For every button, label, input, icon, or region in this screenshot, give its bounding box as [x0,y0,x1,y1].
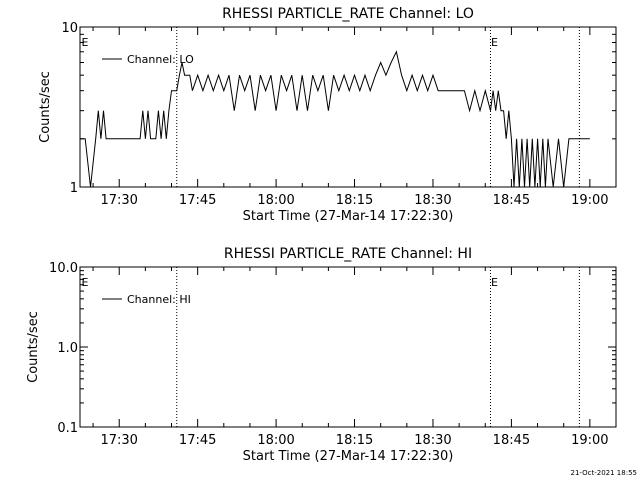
legend-label: Channel: LO [127,53,194,66]
data-line [80,50,590,188]
x-tick-label: 19:00 [571,433,608,448]
x-tick-label: 17:45 [179,193,216,208]
chart-title: RHESSI PARTICLE_RATE Channel: LO [222,6,474,22]
legend-label: Channel: HI [127,293,191,306]
y-tick-label: 10 [61,21,78,36]
plot-frame [79,266,617,428]
x-tick-label: 17:30 [100,433,137,448]
x-tick-label: 18:45 [493,433,530,448]
x-axis-label: Start Time (27-Mar-14 17:22:30) [243,209,454,224]
y-tick-label: 10.0 [49,261,78,276]
y-tick-label: 1 [70,181,78,196]
x-tick-label: 18:00 [257,193,294,208]
chart-panel-1: RHESSI PARTICLE_RATE Channel: LO E E Channe… [38,6,617,224]
y-axis-label: Counts/sec [26,311,41,383]
y-axis-label: Counts/sec [38,71,53,143]
chart-panel-2: RHESSI PARTICLE_RATE Channel: HI E E Channe… [26,246,617,464]
x-tick-label: 17:45 [179,433,216,448]
y-tick-label: 0.1 [57,421,78,436]
event-marker: E [82,276,89,289]
event-marker: E [491,36,498,49]
x-tick-label: 18:30 [414,433,451,448]
timestamp: 21-Oct-2021 18:55 [570,469,637,477]
x-tick-label: 18:15 [336,433,373,448]
plot-frame [79,26,617,188]
y-tick-label: 1.0 [57,341,78,356]
chart-title: RHESSI PARTICLE_RATE Channel: HI [224,246,472,262]
x-tick-label: 18:00 [257,433,294,448]
event-marker: E [82,36,89,49]
x-axis-label: Start Time (27-Mar-14 17:22:30) [243,449,454,464]
x-tick-label: 18:45 [493,193,530,208]
x-tick-label: 18:15 [336,193,373,208]
x-tick-label: 19:00 [571,193,608,208]
event-marker: E [491,276,498,289]
x-tick-label: 18:30 [414,193,451,208]
x-tick-label: 17:30 [100,193,137,208]
